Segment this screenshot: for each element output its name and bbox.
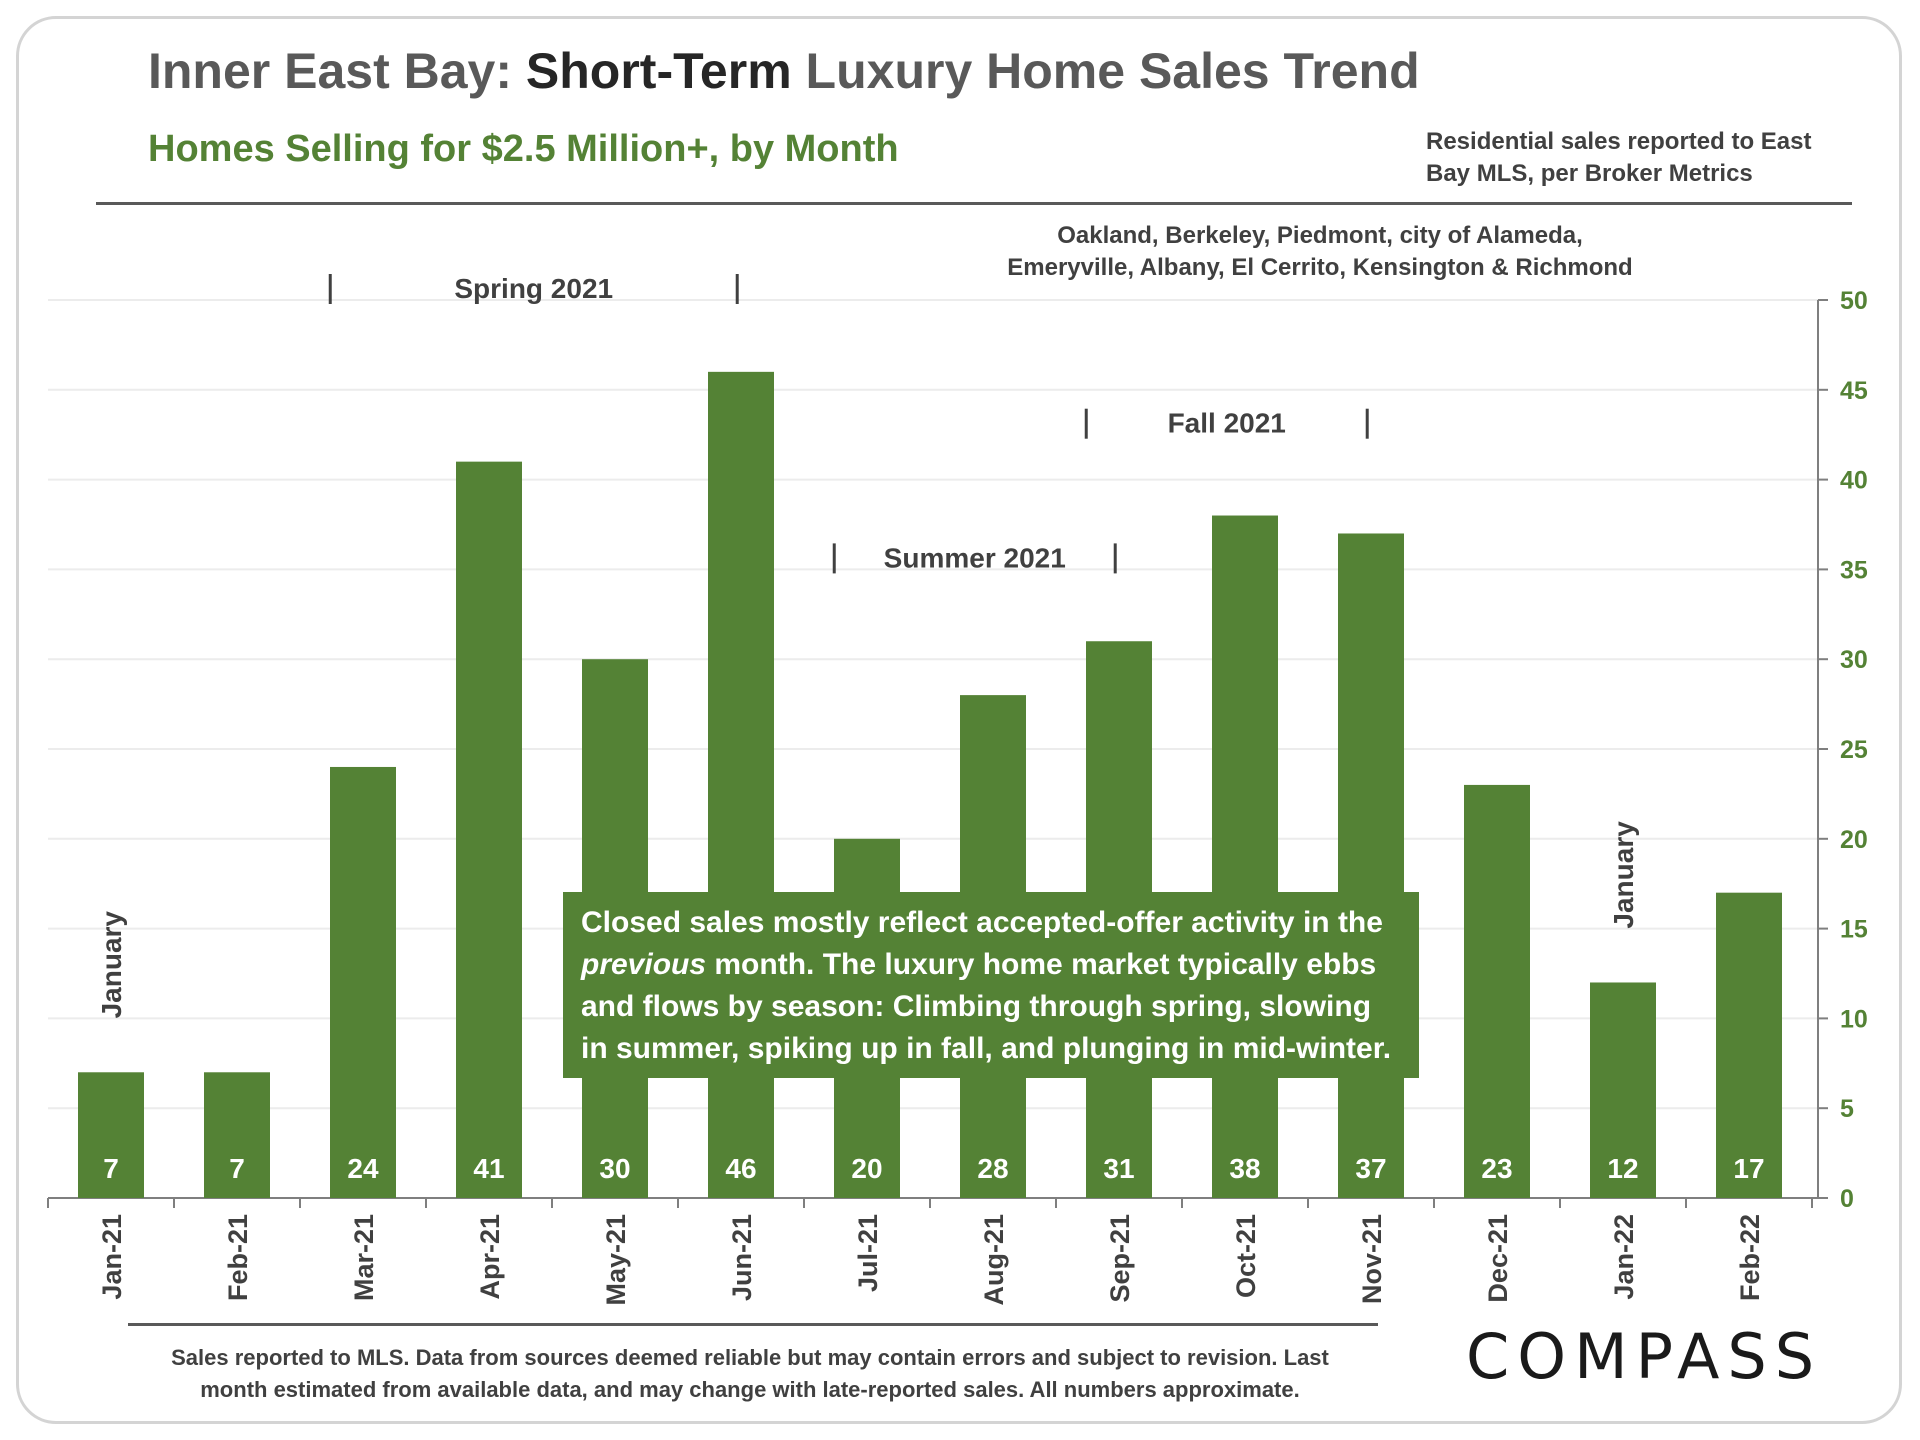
y-tick-label: 35: [1840, 556, 1868, 584]
x-tick-label: Jul-21: [853, 1214, 883, 1292]
season-callout: Closed sales mostly reflect accepted-off…: [563, 892, 1419, 1078]
areas-line-2: Emeryville, Albany, El Cerrito, Kensingt…: [1007, 254, 1633, 281]
callout-text-1: Closed sales mostly reflect accepted-off…: [581, 906, 1383, 939]
x-tick-label: Sep-21: [1105, 1214, 1135, 1303]
bar-value-label: 46: [725, 1153, 756, 1184]
bar: [1338, 533, 1404, 1198]
x-tick-label: Oct-21: [1231, 1214, 1261, 1298]
bar: [1464, 784, 1530, 1198]
areas-note: Oakland, Berkeley, Piedmont, city of Ala…: [980, 220, 1660, 284]
x-tick-label: Mar-21: [349, 1214, 379, 1301]
footer-line-2: month estimated from available data, and…: [200, 1377, 1300, 1402]
chart-title: Inner East Bay: Short-Term Luxury Home S…: [148, 42, 1420, 100]
month-marker-label: January: [96, 911, 127, 1019]
footer-line-1: Sales reported to MLS. Data from sources…: [171, 1345, 1329, 1370]
x-tick-label: Dec-21: [1483, 1214, 1513, 1303]
bar-value-label: 31: [1103, 1153, 1134, 1184]
footer-disclaimer: Sales reported to MLS. Data from sources…: [100, 1342, 1400, 1406]
y-tick-label: 40: [1840, 467, 1868, 495]
bar: [1716, 892, 1782, 1198]
x-tick-label: Feb-22: [1735, 1214, 1765, 1301]
season-label: Spring 2021: [454, 273, 613, 304]
y-tick-label: 15: [1840, 916, 1868, 944]
bar-value-label: 38: [1229, 1153, 1260, 1184]
bar-value-label: 41: [473, 1153, 504, 1184]
bar-value-label: 23: [1481, 1153, 1512, 1184]
bar-value-label: 7: [103, 1153, 119, 1184]
bar-value-label: 20: [851, 1153, 882, 1184]
y-tick-label: 45: [1840, 377, 1868, 405]
title-emphasis: Short-Term: [525, 43, 792, 99]
x-tick-label: May-21: [601, 1214, 631, 1306]
x-tick-label: Jan-22: [1609, 1214, 1639, 1300]
y-tick-label: 20: [1840, 826, 1868, 854]
bar: [1212, 515, 1278, 1198]
bar: [330, 766, 396, 1198]
bar-value-label: 24: [347, 1153, 379, 1184]
y-tick-label: 10: [1840, 1005, 1868, 1033]
y-tick-label: 5: [1840, 1095, 1854, 1123]
x-tick-label: Aug-21: [979, 1214, 1009, 1306]
month-marker-label: January: [1608, 821, 1639, 929]
chart-subtitle: Homes Selling for $2.5 Million+, by Mont…: [148, 128, 899, 170]
x-tick-label: Feb-21: [223, 1214, 253, 1301]
callout-italic: previous: [581, 948, 707, 981]
bar: [456, 461, 522, 1198]
bar-value-label: 37: [1355, 1153, 1386, 1184]
y-tick-label: 30: [1840, 646, 1868, 674]
x-tick-label: Jun-21: [727, 1214, 757, 1301]
bar: [78, 1072, 144, 1198]
bar-value-label: 30: [599, 1153, 630, 1184]
season-label: Fall 2021: [1168, 408, 1286, 439]
bar-value-label: 12: [1607, 1153, 1638, 1184]
source-note: Residential sales reported to East Bay M…: [1426, 128, 1812, 187]
x-tick-label: Nov-21: [1357, 1214, 1387, 1304]
bar-value-label: 17: [1733, 1153, 1764, 1184]
callout-text-2: month. The luxury home market typically …: [581, 948, 1392, 1065]
areas-line-1: Oakland, Berkeley, Piedmont, city of Ala…: [1057, 222, 1583, 249]
title-suffix: Luxury Home Sales Trend: [791, 43, 1420, 99]
compass-logo: COMPASS: [1466, 1320, 1823, 1393]
title-prefix: Inner East Bay:: [148, 43, 526, 99]
y-tick-label: 25: [1840, 736, 1868, 764]
x-tick-label: Apr-21: [475, 1214, 505, 1300]
bar: [204, 1072, 270, 1198]
season-label: Summer 2021: [884, 542, 1066, 573]
y-tick-label: 50: [1840, 287, 1868, 315]
bar-value-label: 28: [977, 1153, 1008, 1184]
header-divider: [96, 202, 1852, 205]
x-tick-label: Jan-21: [97, 1214, 127, 1300]
y-tick-label: 0: [1840, 1185, 1854, 1213]
bar: [1590, 982, 1656, 1198]
footer-divider: [128, 1323, 1378, 1326]
bar-value-label: 7: [229, 1153, 245, 1184]
